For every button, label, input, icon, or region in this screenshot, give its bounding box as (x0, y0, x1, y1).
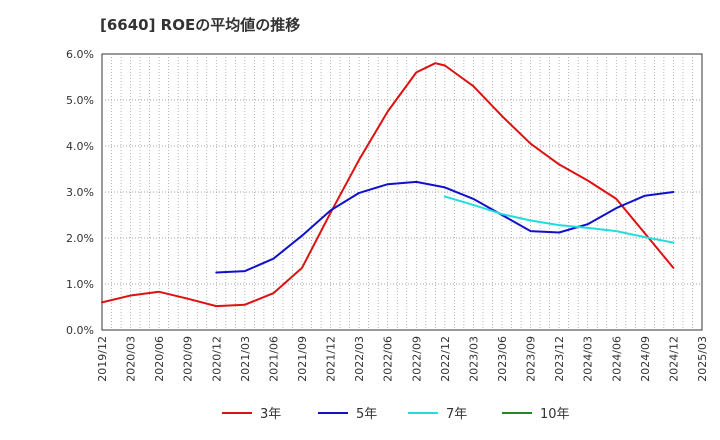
x-tick-label: 2024/09 (639, 336, 652, 382)
x-tick-label: 2024/03 (582, 336, 595, 382)
x-tick-label: 2023/06 (496, 336, 509, 382)
y-tick-label: 6.0% (66, 48, 94, 61)
legend-label: 10年 (540, 407, 570, 422)
x-tick-label: 2021/12 (325, 336, 338, 382)
x-tick-label: 2023/12 (553, 336, 566, 382)
series-line (101, 62, 675, 308)
chart-title: [6640] ROEの平均値の推移 (100, 16, 301, 34)
x-tick-label: 2024/06 (610, 336, 623, 382)
x-tick-label: 2020/12 (210, 336, 223, 382)
series-line (215, 180, 675, 274)
legend-label: 7年 (446, 407, 467, 422)
x-tick-label: 2020/03 (125, 336, 138, 382)
y-tick-label: 4.0% (66, 140, 94, 153)
x-tick-label: 2024/12 (667, 336, 680, 382)
x-tick-label: 2020/09 (182, 336, 195, 382)
y-tick-label: 3.0% (66, 186, 94, 199)
x-tick-label: 2022/12 (439, 336, 452, 382)
x-tick-label: 2021/09 (296, 336, 309, 382)
x-tick-label: 2021/03 (239, 336, 252, 382)
x-tick-label: 2019/12 (96, 336, 109, 382)
y-tick-label: 5.0% (66, 94, 94, 107)
y-tick-label: 2.0% (66, 232, 94, 245)
y-tick-label: 1.0% (66, 278, 94, 291)
y-tick-label: 0.0% (66, 324, 94, 337)
x-tick-label: 2020/06 (153, 336, 166, 382)
x-tick-label: 2025/03 (696, 336, 709, 382)
x-tick-label: 2023/09 (525, 336, 538, 382)
legend-label: 5年 (356, 407, 377, 422)
x-tick-label: 2022/09 (410, 336, 423, 382)
x-tick-label: 2022/06 (382, 336, 395, 382)
legend-label: 3年 (260, 407, 281, 422)
x-tick-label: 2021/06 (267, 336, 280, 382)
x-tick-label: 2023/03 (467, 336, 480, 382)
x-tick-label: 2022/03 (353, 336, 366, 382)
series-line (443, 195, 675, 244)
